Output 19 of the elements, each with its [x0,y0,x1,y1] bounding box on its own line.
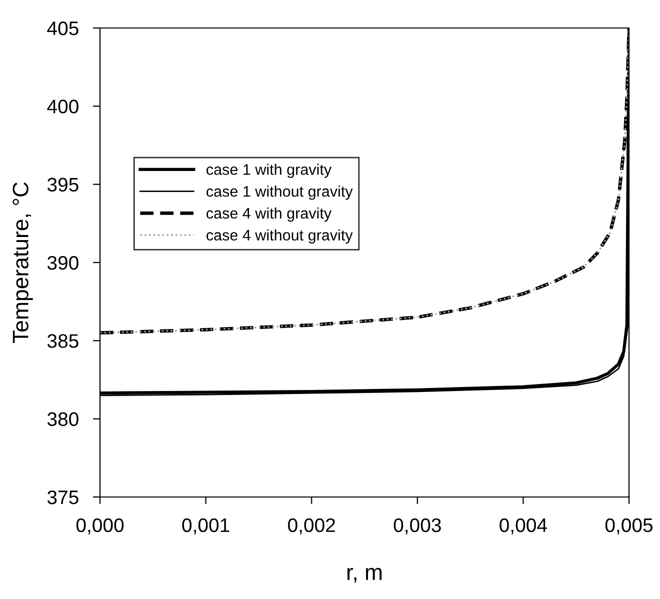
x-tick-label: 0,004 [500,518,547,534]
y-axis-title: Temperature, °C [12,182,33,344]
y-tick-label: 400 [47,100,78,114]
legend-label: case 4 with gravity [206,207,332,222]
legend-label: case 1 without gravity [206,186,353,200]
x-tick-label: 0,003 [394,518,441,534]
x-axis-title: r, m [347,568,382,583]
y-tick-label: 375 [47,490,78,504]
y-tick-label: 390 [47,256,78,270]
legend-label: case 1 with gravity [206,164,332,178]
y-tick-label: 385 [47,334,78,348]
x-tick-label: 0,005 [605,518,653,534]
x-tick-label: 0,000 [76,518,124,534]
y-tick-label: 395 [47,178,78,192]
y-tick-label: 380 [47,412,78,426]
x-tick-label: 0,001 [182,518,230,534]
legend-label: case 4 without gravity [206,229,353,244]
x-tick-label: 0,002 [288,518,335,534]
y-tick-label: 405 [47,21,78,36]
